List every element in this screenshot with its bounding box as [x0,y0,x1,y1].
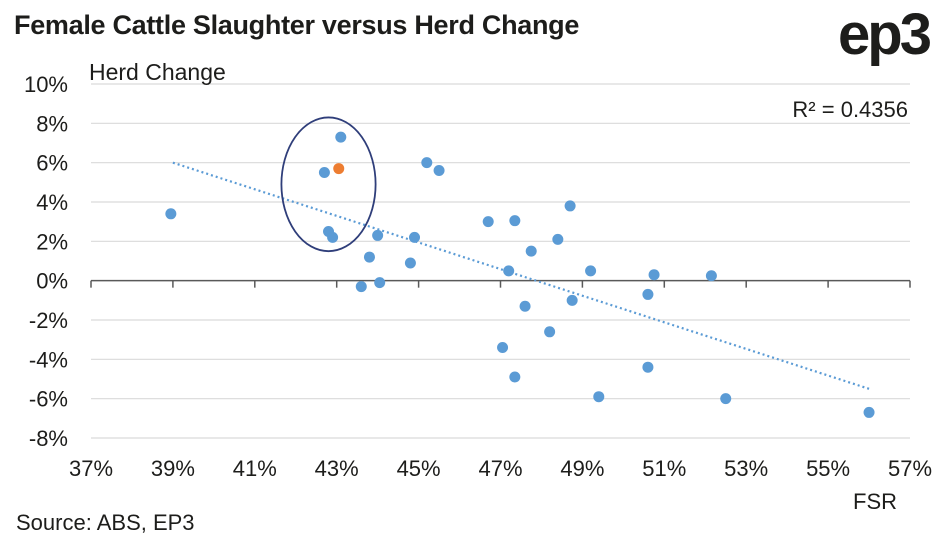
data-point [509,371,521,383]
data-point [642,361,654,373]
y-tick-label: 6% [36,151,68,176]
x-tick-label: 57% [888,456,932,481]
highlight-data-point [333,163,345,175]
x-tick-label: 37% [69,456,113,481]
data-point [497,342,509,354]
x-tick-label: 53% [724,456,768,481]
data-point [585,265,597,277]
y-tick-label: 10% [24,72,68,97]
ep3-logo: ep3 [838,2,932,67]
y-tick-label: -6% [29,387,68,412]
data-point [404,257,416,269]
data-point [335,131,347,143]
highlight-ellipse [280,116,377,253]
data-point [525,245,537,257]
data-point [482,216,494,228]
data-point [552,233,564,245]
x-tick-label: 49% [560,456,604,481]
data-point [544,326,556,338]
y-tick-label: -4% [29,347,68,372]
x-axis-label: FSR [853,489,897,514]
y-tick-label: 2% [36,229,68,254]
x-tick-label: 41% [233,456,277,481]
data-point [165,208,177,220]
data-point [863,406,875,418]
y-axis-label: Herd Change [89,59,226,85]
y-tick-label: 8% [36,111,68,136]
data-point [564,200,576,212]
data-point [566,294,578,306]
data-point [327,231,339,243]
data-point [374,277,386,289]
data-point [318,167,330,178]
data-point [648,269,660,281]
data-point [705,270,717,282]
r-squared-annotation: R² = 0.4356 [792,97,908,122]
data-point [363,251,375,263]
x-tick-label: 51% [642,456,686,481]
x-tick-label: 55% [806,456,850,481]
y-tick-label: 0% [36,269,68,294]
source-note: Source: ABS, EP3 [16,510,195,535]
data-point [355,281,367,293]
x-tick-label: 39% [151,456,195,481]
trendline [172,161,870,390]
data-point [519,300,531,312]
data-point [433,165,445,177]
data-point [593,391,605,403]
y-tick-label: 4% [36,190,68,215]
data-point [372,229,384,241]
chart-title: Female Cattle Slaughter versus Herd Chan… [14,10,580,40]
data-point [509,215,521,227]
data-point [642,288,654,300]
y-tick-label: -8% [29,426,68,451]
data-point [409,231,421,243]
x-tick-label: 43% [315,456,359,481]
data-point [421,157,433,169]
data-point [720,393,732,405]
x-tick-label: 45% [397,456,441,481]
data-point [503,265,515,277]
y-tick-label: -2% [29,308,68,333]
x-tick-label: 47% [478,456,522,481]
